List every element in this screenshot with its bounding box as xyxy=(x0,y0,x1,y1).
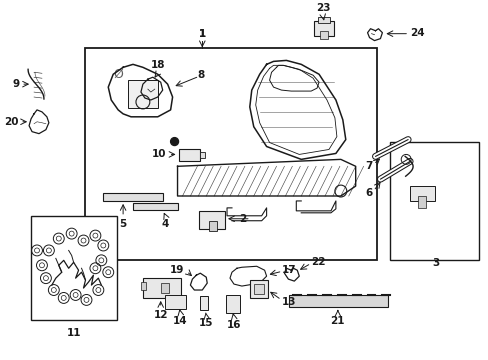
Bar xyxy=(249,280,267,298)
Text: 19: 19 xyxy=(170,265,184,275)
Text: 13: 13 xyxy=(281,297,295,307)
Bar xyxy=(85,48,377,260)
Bar xyxy=(313,21,333,36)
Text: 16: 16 xyxy=(226,320,241,330)
Text: 17: 17 xyxy=(281,265,295,275)
Text: 15: 15 xyxy=(199,318,213,328)
Bar xyxy=(409,186,434,201)
Text: 6: 6 xyxy=(365,188,372,198)
Text: 12: 12 xyxy=(153,310,167,320)
Text: 14: 14 xyxy=(173,316,187,326)
Bar xyxy=(289,295,387,307)
Text: 18: 18 xyxy=(150,60,164,70)
Text: 11: 11 xyxy=(66,328,81,338)
Text: 24: 24 xyxy=(409,28,424,38)
Bar xyxy=(178,149,200,161)
Text: 1: 1 xyxy=(198,29,205,39)
Bar xyxy=(31,216,117,320)
Bar xyxy=(200,152,205,158)
Bar xyxy=(199,211,224,229)
Text: 1: 1 xyxy=(199,29,205,39)
Text: 7: 7 xyxy=(365,161,372,171)
Text: 10: 10 xyxy=(152,149,166,159)
Text: 21: 21 xyxy=(330,316,345,326)
Bar xyxy=(164,295,186,309)
Bar xyxy=(128,80,158,108)
Text: 2: 2 xyxy=(239,214,246,224)
Bar xyxy=(142,278,180,298)
Bar xyxy=(161,283,168,293)
Bar xyxy=(253,284,263,294)
Bar xyxy=(320,31,327,39)
Bar xyxy=(209,221,217,231)
Bar xyxy=(200,296,208,310)
Circle shape xyxy=(170,138,178,145)
Text: 8: 8 xyxy=(197,70,204,80)
Text: 5: 5 xyxy=(119,219,126,229)
Text: 22: 22 xyxy=(310,257,325,267)
Text: 9: 9 xyxy=(12,79,19,89)
Bar xyxy=(389,141,478,260)
Text: 23: 23 xyxy=(315,3,329,13)
Bar xyxy=(317,17,329,23)
Text: 3: 3 xyxy=(431,258,439,268)
Bar xyxy=(103,193,163,201)
Bar xyxy=(141,282,145,290)
Bar xyxy=(133,203,177,210)
Text: 4: 4 xyxy=(162,219,169,229)
Text: 20: 20 xyxy=(4,117,18,127)
Text: Ø: Ø xyxy=(113,68,123,81)
Bar xyxy=(417,196,425,208)
Bar xyxy=(225,295,240,313)
